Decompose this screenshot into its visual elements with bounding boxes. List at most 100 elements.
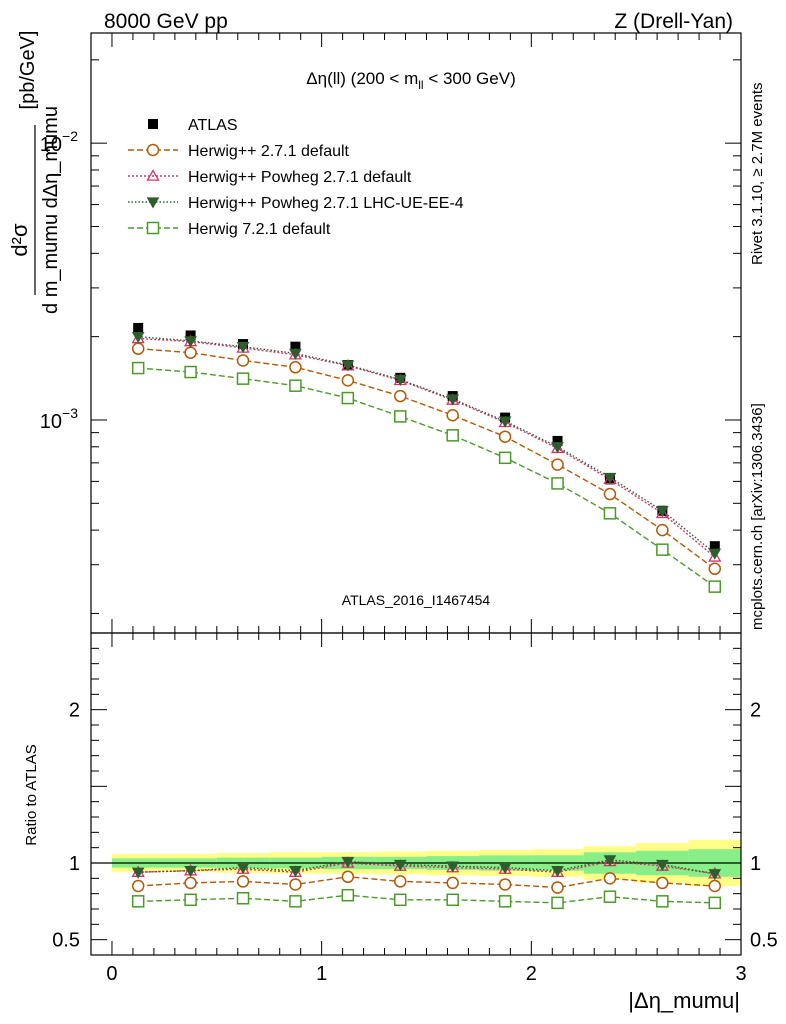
series-2-point (655, 506, 669, 519)
main-series-lines (138, 335, 716, 588)
ratio-3-point (184, 893, 197, 907)
chart-watermark: ATLAS_2016_I1467454 (342, 592, 491, 608)
legend-label-2: Herwig++ Powheg 2.7.1 default (188, 169, 412, 186)
ratio-y-label: Ratio to ATLAS (23, 744, 40, 845)
ratio-0-point (341, 870, 355, 884)
ratio-3-point (131, 895, 145, 908)
ratio-0-point (184, 876, 197, 890)
axes: 0 1 2 3 10−2 10−3 2 2 1 1 0.5 0.5 (40, 32, 778, 985)
ratio-series-lines (138, 859, 715, 904)
series-4-point (708, 580, 722, 593)
ratio-0-point (236, 875, 250, 888)
ratio-y-tick-label-right: 2 (750, 700, 761, 722)
ratio-2-point (656, 859, 669, 872)
ratio-y-tick-label-right: 1 (750, 853, 761, 875)
ratio-y-tick-label-left: 2 (69, 700, 80, 722)
legend-marker-1 (146, 143, 160, 157)
y-label-unit: [pb/GeV] (17, 31, 39, 110)
ratio-3-point (446, 893, 459, 907)
series-3-point (656, 506, 669, 518)
ratio-line-3 (138, 894, 715, 904)
header-right: Z (Drell-Yan) (614, 10, 733, 33)
ratio-3-point (498, 895, 512, 908)
series-4-point (236, 372, 250, 385)
ratio-0-point (394, 875, 407, 888)
ratio-line-0 (138, 876, 715, 889)
series-4-point (446, 429, 459, 442)
y-tick-label: 10−2 (40, 128, 78, 156)
series-3-point (184, 336, 197, 348)
ratio-0-point (551, 881, 564, 894)
ratio-frame (90, 632, 742, 956)
tick-marks (91, 33, 742, 955)
ratio-series-markers (131, 854, 722, 910)
series-2-point (708, 550, 722, 562)
legend-label-1: Herwig++ 2.7.1 default (188, 143, 350, 160)
series-4-point (656, 543, 669, 556)
series-0-point (552, 435, 563, 446)
main-series-markers (131, 322, 722, 593)
x-label-text: |Δη_mumu| (628, 988, 740, 1013)
series-line-1 (138, 347, 716, 570)
legend-label-4: Herwig 7.2.1 default (188, 221, 331, 238)
series-0-point (709, 541, 720, 552)
series-3-point (708, 548, 722, 560)
ratio-y-tick-label-right: 0.5 (750, 930, 778, 952)
series-3-point (289, 348, 302, 360)
ratio-3-point (341, 888, 355, 902)
ratio-2-point (131, 867, 145, 879)
series-3-point (341, 360, 355, 372)
series-0-point (133, 322, 144, 333)
x-axis-label: |Δη_mumu| (628, 988, 740, 1013)
series-1-point (603, 487, 617, 501)
ratio-0-point (289, 878, 302, 891)
ratio-line-1 (138, 860, 715, 875)
ratio-3-point (551, 896, 564, 910)
series-1-point (236, 354, 250, 367)
ratio-3-point (656, 895, 669, 908)
series-1-point (551, 458, 564, 471)
series-3-point (131, 332, 145, 344)
y-axis-label: d²σ d m_mumu dΔη_mumu[pb/GeV] (7, 31, 62, 314)
legend-marker-0 (148, 119, 158, 129)
series-4-point (551, 477, 564, 490)
ratio-0-point (656, 876, 669, 890)
source-label: mcplots.cern.ch [arXiv:1306.3436] (749, 403, 766, 630)
y-tick-label: 10−3 (40, 405, 78, 433)
series-line-3 (138, 335, 716, 554)
series-line-2 (138, 337, 716, 558)
ratio-2-point (551, 866, 564, 878)
series-1-point (498, 430, 512, 443)
ratio-0-point (498, 878, 512, 891)
series-1-point (394, 389, 407, 403)
series-1-point (131, 342, 145, 355)
ratio-2-point (341, 856, 355, 868)
legend-label-3: Herwig++ Powheg 2.7.1 LHC-UE-EE-4 (188, 195, 464, 212)
series-3-point (551, 442, 564, 454)
series-4-point (603, 507, 617, 520)
ratio-y-tick-label-left: 1 (69, 853, 80, 875)
ratio-3-point (289, 895, 302, 908)
legend-marker-4 (146, 221, 160, 235)
series-3-point (446, 394, 460, 406)
ratio-2-point (184, 866, 197, 878)
series-4-point (394, 410, 407, 423)
ratio-2-point (708, 869, 722, 881)
x-tick-label: 0 (106, 963, 117, 985)
series-4-point (131, 361, 145, 375)
ratio-3-point (394, 893, 407, 907)
series-1-point (446, 409, 459, 422)
ratio-2-point (498, 862, 512, 875)
y-label-denominator: d m_mumu dΔη_mumu (40, 106, 62, 314)
legend-marker-2 (146, 169, 160, 181)
ratio-3-point (236, 892, 250, 905)
legend: ATLAS Herwig++ 2.7.1 default Herwig++ Powh… (128, 117, 464, 238)
series-4-point (184, 365, 197, 379)
ratio-0-point (708, 879, 722, 893)
y-label-numerator: d²σ (7, 223, 32, 257)
legend-marker-3 (146, 197, 160, 209)
ratio-0-point (446, 876, 459, 890)
ratio-2-point (289, 866, 302, 878)
series-3-point (236, 342, 250, 354)
